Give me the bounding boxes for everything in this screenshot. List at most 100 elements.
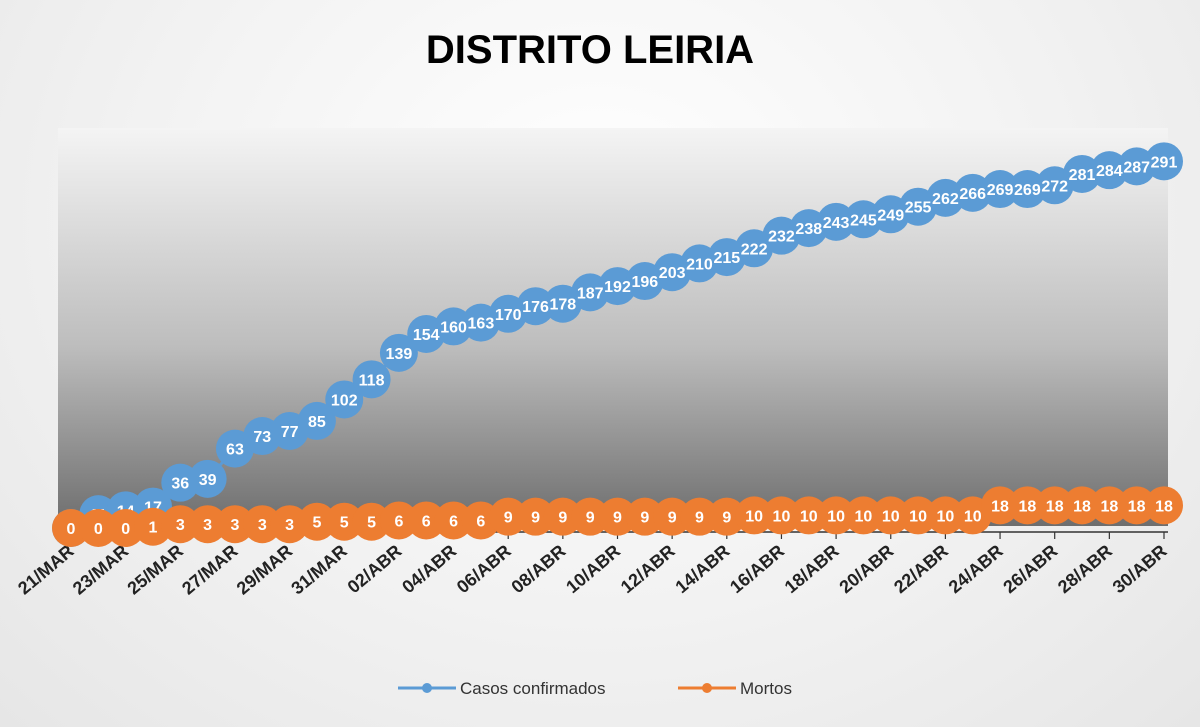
data-label: 73	[253, 429, 271, 446]
data-label: 203	[659, 265, 686, 282]
series-layer: 0111417363963737785102118139154160163170…	[52, 142, 1183, 547]
data-point	[270, 505, 309, 544]
x-tick-label: 23/MAR	[69, 541, 132, 599]
data-label: 5	[312, 515, 321, 532]
data-label: 243	[823, 215, 850, 232]
x-tick-label: 20/ABR	[835, 541, 897, 597]
data-point	[489, 497, 528, 536]
data-point	[680, 497, 719, 536]
data-label: 170	[495, 307, 522, 324]
data-label: 210	[686, 256, 713, 273]
data-label: 10	[773, 508, 791, 525]
data-point	[871, 496, 910, 535]
data-label: 176	[522, 299, 549, 316]
data-point	[1063, 486, 1102, 525]
data-label: 262	[932, 191, 959, 208]
data-point	[352, 360, 391, 399]
data-label: 269	[1014, 182, 1041, 199]
data-label: 39	[199, 472, 217, 489]
data-point	[1008, 486, 1047, 525]
data-point	[243, 505, 282, 544]
data-label: 9	[695, 510, 704, 527]
data-label: 255	[905, 200, 932, 217]
data-label: 18	[1046, 498, 1064, 515]
data-point	[106, 509, 145, 547]
data-label: 10	[855, 508, 873, 525]
data-point	[379, 333, 418, 372]
data-point	[1145, 142, 1183, 181]
x-tick-label: 10/ABR	[562, 541, 624, 597]
data-point	[762, 496, 801, 535]
data-label: 3	[176, 517, 185, 534]
x-tick-label: 06/ABR	[453, 541, 515, 597]
data-label: 3	[258, 517, 267, 534]
data-label: 0	[121, 521, 130, 538]
data-point	[325, 380, 364, 419]
data-label: 9	[531, 510, 540, 527]
data-label: 10	[827, 508, 845, 525]
data-label: 85	[308, 414, 326, 431]
data-label: 9	[613, 510, 622, 527]
data-point	[325, 502, 364, 541]
x-tick-label: 08/ABR	[508, 541, 570, 597]
x-tick-label: 26/ABR	[999, 541, 1061, 597]
data-label: 102	[331, 392, 358, 409]
data-label: 154	[413, 327, 440, 344]
data-point	[926, 496, 965, 535]
legend-label: Casos confirmados	[460, 679, 606, 698]
data-label: 232	[768, 229, 795, 246]
data-label: 18	[1018, 498, 1036, 515]
x-tick-label: 22/ABR	[890, 541, 952, 597]
data-label: 287	[1123, 159, 1150, 176]
data-label: 10	[964, 508, 982, 525]
data-point	[1035, 486, 1074, 525]
data-point	[981, 486, 1020, 525]
x-tick-label: 02/ABR	[344, 541, 406, 597]
data-label: 5	[340, 515, 349, 532]
x-tick-label: 14/ABR	[671, 541, 733, 597]
x-tick-label: 24/ABR	[945, 541, 1007, 597]
data-point	[215, 505, 254, 544]
data-label: 3	[285, 517, 294, 534]
data-point	[844, 496, 883, 535]
data-point	[817, 496, 856, 535]
data-point	[297, 502, 336, 541]
data-label: 284	[1096, 163, 1123, 180]
data-point	[516, 497, 555, 536]
data-point	[598, 497, 637, 536]
data-label: 245	[850, 212, 877, 229]
data-point	[625, 497, 664, 536]
data-label: 10	[745, 508, 763, 525]
data-point	[543, 497, 582, 536]
data-point	[789, 496, 828, 535]
data-label: 118	[359, 372, 385, 389]
data-label: 178	[549, 297, 576, 314]
data-point	[188, 505, 227, 544]
data-label: 0	[94, 521, 103, 538]
data-point	[899, 496, 938, 535]
data-point	[52, 509, 90, 547]
data-label: 3	[203, 517, 212, 534]
data-label: 266	[959, 186, 986, 203]
data-label: 291	[1151, 154, 1178, 171]
data-label: 272	[1041, 178, 1068, 195]
x-tick-label: 31/MAR	[287, 541, 350, 599]
data-label: 5	[367, 515, 376, 532]
data-label: 160	[440, 319, 467, 336]
data-label: 3	[230, 517, 239, 534]
data-point	[79, 509, 118, 547]
data-label: 63	[226, 442, 244, 459]
data-point	[434, 501, 473, 540]
data-point	[817, 202, 856, 241]
data-point	[571, 497, 610, 536]
chart-title: DISTRITO LEIRIA	[426, 28, 754, 72]
series-0: 0111417363963737785102118139154160163170…	[52, 142, 1183, 547]
data-label: 163	[468, 316, 495, 333]
data-point	[1090, 486, 1129, 525]
data-label: 10	[882, 508, 900, 525]
data-label: 0	[67, 521, 76, 538]
data-label: 9	[586, 510, 595, 527]
legend: Casos confirmados Mortos	[398, 679, 792, 698]
data-point	[707, 497, 746, 536]
